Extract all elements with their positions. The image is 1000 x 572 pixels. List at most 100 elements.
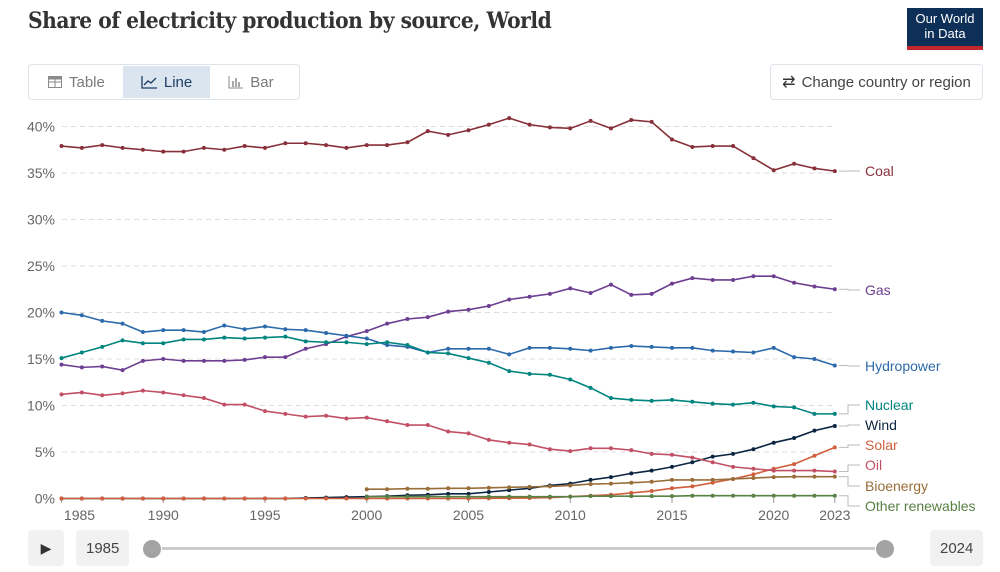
data-point [222, 335, 227, 340]
data-point [242, 402, 247, 407]
data-point [812, 357, 817, 361]
data-point [120, 368, 125, 373]
data-point [59, 392, 64, 397]
data-point [771, 274, 776, 279]
data-point [710, 454, 715, 459]
data-point [649, 119, 654, 124]
change-region-button[interactable]: ⇄ Change country or region [770, 64, 983, 100]
tab-line[interactable]: Line [122, 66, 211, 98]
start-year-box[interactable]: 1985 [76, 530, 130, 566]
series-label: Nuclear [865, 397, 914, 413]
data-point [832, 445, 837, 450]
data-point [832, 493, 837, 498]
data-point [832, 469, 837, 474]
data-point [140, 496, 145, 501]
data-point [812, 284, 817, 289]
timeline-track[interactable] [152, 547, 885, 550]
data-point [771, 493, 776, 498]
data-point [385, 487, 390, 492]
data-point [751, 466, 756, 471]
owid-logo[interactable]: Our World in Data [907, 8, 983, 50]
data-point [568, 346, 573, 351]
data-point [527, 345, 532, 350]
series-line-hydropower [61, 311, 836, 367]
data-point [629, 292, 634, 297]
data-point [751, 493, 756, 498]
data-point [608, 494, 613, 499]
data-point [792, 462, 797, 467]
data-point [486, 303, 491, 308]
data-point [771, 345, 776, 350]
data-point [364, 329, 369, 334]
data-point [466, 491, 471, 496]
swap-arrows-icon: ⇄ [782, 74, 796, 91]
data-point [181, 358, 186, 363]
data-point [568, 494, 573, 499]
data-point [364, 342, 369, 347]
data-point [242, 327, 247, 332]
series-line-bioenergy [366, 475, 835, 491]
data-point [263, 324, 267, 329]
data-point [100, 496, 105, 501]
data-point [731, 451, 736, 456]
data-point [405, 317, 410, 322]
data-point [242, 144, 247, 149]
data-point [670, 137, 674, 142]
data-point [364, 487, 369, 492]
play-button[interactable]: ▶ [28, 530, 64, 566]
data-point [446, 351, 451, 356]
data-point [466, 356, 471, 361]
data-point [649, 479, 654, 484]
data-point [100, 364, 105, 369]
data-point [324, 143, 329, 148]
data-point [670, 397, 674, 402]
timeline-end-handle[interactable] [875, 539, 895, 559]
change-region-label: Change country or region [801, 73, 971, 91]
label-connector [838, 404, 860, 415]
end-year-box[interactable]: 2024 [930, 530, 984, 566]
x-tick-label: 2023 [819, 507, 850, 523]
label-connector [838, 464, 860, 473]
data-point [120, 145, 125, 150]
x-tick-label: 2005 [453, 507, 484, 523]
data-point [792, 493, 797, 498]
data-point [547, 484, 552, 489]
data-point [385, 143, 390, 148]
data-point [79, 313, 84, 318]
data-point [690, 484, 695, 489]
data-point [649, 468, 654, 473]
data-point [547, 291, 552, 296]
data-point [812, 453, 817, 458]
data-point [140, 147, 145, 152]
data-point [670, 281, 674, 286]
data-point [507, 297, 512, 302]
data-point [466, 307, 471, 312]
data-point [181, 496, 186, 501]
data-point [222, 323, 227, 328]
tab-table[interactable]: Table [30, 66, 123, 98]
data-point [527, 122, 532, 127]
data-point [385, 321, 390, 326]
tab-bar[interactable]: Bar [210, 66, 291, 98]
data-point [812, 474, 817, 479]
data-point [507, 488, 512, 493]
data-point [222, 147, 227, 152]
data-point [79, 350, 84, 355]
data-point [547, 447, 552, 452]
series-line-coal [61, 117, 835, 172]
data-point [201, 145, 206, 150]
data-point [527, 442, 532, 447]
timeline-start-handle[interactable] [142, 539, 162, 559]
play-icon: ▶ [40, 539, 52, 556]
data-point [812, 428, 817, 433]
data-point [263, 355, 267, 360]
data-point [79, 390, 84, 395]
series-label: Hydropower [865, 358, 941, 374]
data-point [466, 494, 471, 499]
data-point [242, 336, 247, 341]
data-point [344, 416, 349, 421]
series-line-gas [61, 275, 835, 371]
y-tick-label: 5% [35, 444, 55, 460]
data-point [731, 349, 736, 354]
data-point [201, 496, 206, 501]
